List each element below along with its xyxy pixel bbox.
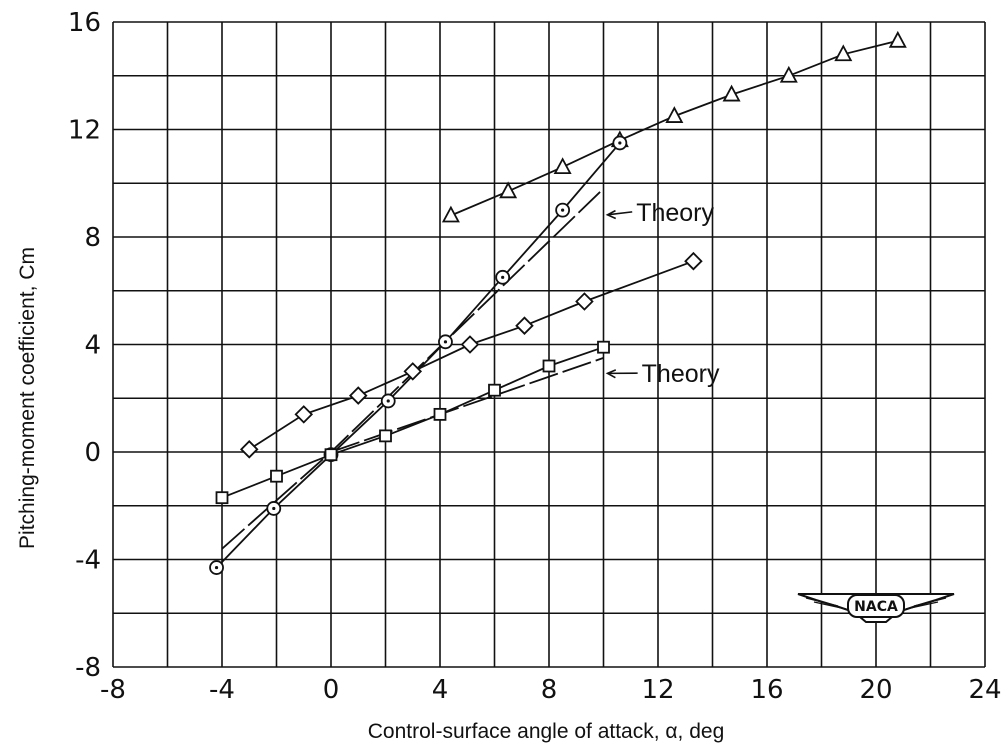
x-tick-label: 20 <box>859 675 892 705</box>
naca-logo: NACA <box>797 593 955 623</box>
square-marker <box>597 340 610 354</box>
x-tick-label: 8 <box>541 675 558 705</box>
naca-logo-text: NACA <box>854 599 898 615</box>
y-tick-label: 4 <box>84 331 101 361</box>
circle-marker-dot <box>561 208 565 212</box>
circle-marker-dot <box>501 275 505 279</box>
y-tick-label: 0 <box>84 438 101 468</box>
series-line <box>330 357 604 453</box>
triangle-marker <box>779 65 798 83</box>
diamond-marker <box>684 251 703 271</box>
series-markers <box>209 30 907 575</box>
square-marker <box>488 383 501 397</box>
annotation-leader <box>607 211 633 216</box>
diamond-marker <box>348 386 368 405</box>
triangle-marker <box>888 30 907 48</box>
circle-marker-dot <box>386 399 390 403</box>
circle-marker-dot <box>443 340 448 344</box>
x-tick-label: 16 <box>750 675 783 705</box>
theory-annotation: Theory <box>642 360 720 388</box>
x-tick-label: 0 <box>323 675 340 705</box>
square-marker <box>542 359 556 373</box>
x-axis-label: Control-surface angle of attack, α, deg <box>368 720 725 743</box>
diamond-marker <box>294 405 314 424</box>
x-tick-label: -8 <box>100 675 126 705</box>
tick-labels: -8 -4 0 4 8 12 16 20 24 -8 -4 0 4 8 12 16 <box>68 8 1002 705</box>
annotation-arrowhead <box>605 209 617 220</box>
triangle-marker <box>722 84 741 102</box>
y-axis-label: Pitching-moment coefficient, Cm <box>16 247 39 549</box>
y-tick-label: -4 <box>75 546 101 576</box>
square-marker <box>324 448 338 462</box>
x-tick-label: 4 <box>432 675 449 705</box>
y-tick-label: 16 <box>68 8 101 38</box>
circle-marker-dot <box>618 141 622 145</box>
circle-marker-dot <box>272 506 276 511</box>
series-line <box>450 39 899 217</box>
triangle-marker <box>665 106 684 123</box>
triangle-marker <box>553 157 572 175</box>
square-marker <box>215 491 229 505</box>
series-line <box>248 260 694 451</box>
x-tick-label: 12 <box>641 675 674 705</box>
diamond-marker <box>403 362 423 381</box>
diamond-marker <box>239 440 259 459</box>
theory-annotation: Theory <box>636 199 714 227</box>
series-lines <box>215 39 899 569</box>
diamond-marker <box>460 335 480 354</box>
triangle-marker <box>441 205 460 223</box>
series-line <box>221 346 604 499</box>
triangle-marker <box>834 44 853 62</box>
circle-marker-dot <box>214 565 219 570</box>
annotations: Theory Theory <box>605 199 720 388</box>
triangle-marker <box>499 181 518 199</box>
x-tick-label: 24 <box>968 675 1001 705</box>
y-tick-label: 8 <box>84 223 101 253</box>
y-tick-label: 12 <box>68 116 101 146</box>
annotation-arrowhead <box>605 369 617 379</box>
x-tick-label: -4 <box>209 675 235 705</box>
square-marker <box>379 429 392 443</box>
diamond-marker <box>515 316 534 335</box>
grid <box>112 21 986 668</box>
square-marker <box>270 469 283 483</box>
square-marker <box>433 407 447 421</box>
diamond-marker <box>575 292 594 311</box>
y-tick-label: -8 <box>75 653 101 683</box>
